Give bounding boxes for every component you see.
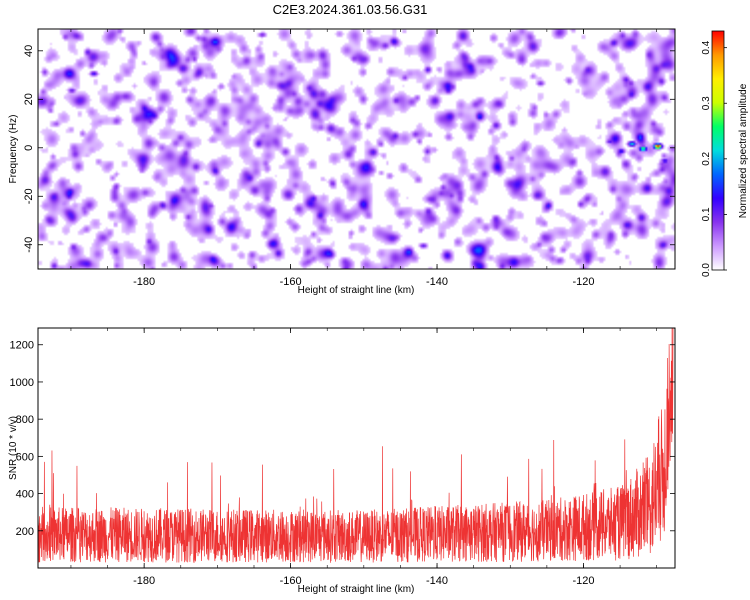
spectrogram-ticks: -180 -160 -140 -120 -40 -20 0 20 40 xyxy=(23,29,675,288)
snr-frame-top xyxy=(37,327,676,569)
colorbar-tick-label: 0.4 xyxy=(701,40,712,54)
spectrogram-ytick-label: 0 xyxy=(23,145,35,151)
colorbar: 0.0 0.1 0.2 0.3 0.4 Normalized spectral ampl… xyxy=(701,30,749,277)
snr-ytick-label: 600 xyxy=(16,451,34,463)
snr-xtick-label: -180 xyxy=(133,575,155,587)
snr-xtick-label: -160 xyxy=(280,575,302,587)
snr-ytick-label: 400 xyxy=(16,489,34,501)
snr-ytick-label: 1000 xyxy=(10,377,34,389)
spectrogram-xtick-label: -140 xyxy=(426,276,448,288)
snr-xlabel: Height of straight line (km) xyxy=(298,584,415,595)
chart-title: C2E3.2024.361.03.56.G31 xyxy=(272,2,428,17)
snr-panel: -180 -160 -140 -120 200 400 600 800 1000 1200 Hei… xyxy=(8,327,676,595)
spectrogram-xtick-label: -120 xyxy=(572,276,594,288)
colorbar-label: Normalized spectral amplitude xyxy=(738,83,749,218)
spectrogram-xtick-label: -180 xyxy=(133,276,155,288)
colorbar-tick-label: 0.3 xyxy=(701,96,712,110)
spectrogram-panel: -180 -160 -140 -120 -40 -20 0 20 40 Height of st… xyxy=(8,28,676,296)
colorbar-tick-label: 0.0 xyxy=(701,263,712,277)
snr-ticks: -180 -160 -140 -120 200 400 600 800 1000 1200 xyxy=(10,328,675,587)
snr-ylabel: SNR (10 * v/v) xyxy=(8,416,19,480)
spectrogram-image xyxy=(38,29,675,269)
spectrogram-ytick-label: 40 xyxy=(23,45,35,57)
snr-ytick-label: 800 xyxy=(16,414,34,426)
snr-ytick-label: 200 xyxy=(16,526,34,538)
spectrogram-xlabel: Height of straight line (km) xyxy=(298,285,415,296)
colorbar-frame xyxy=(711,30,725,271)
colorbar-gradient xyxy=(712,31,724,270)
spectrogram-xtick-label: -160 xyxy=(280,276,302,288)
spectrogram-ytick-label: 20 xyxy=(23,93,35,105)
colorbar-tick-label: 0.2 xyxy=(701,151,712,165)
spectrogram-ytick-label: -40 xyxy=(23,237,35,253)
colorbar-ticks: 0.0 0.1 0.2 0.3 0.4 xyxy=(701,40,727,277)
spectrogram-ylabel: Frequency (Hz) xyxy=(8,115,19,184)
snr-xtick-label: -140 xyxy=(426,575,448,587)
spectrogram-frame xyxy=(37,28,676,270)
colorbar-tick-label: 0.1 xyxy=(701,207,712,221)
snr-series-line xyxy=(37,327,676,563)
spectrogram-ytick-label: -20 xyxy=(23,188,35,204)
snr-ytick-label: 1200 xyxy=(10,340,34,352)
snr-xtick-label: -120 xyxy=(572,575,594,587)
